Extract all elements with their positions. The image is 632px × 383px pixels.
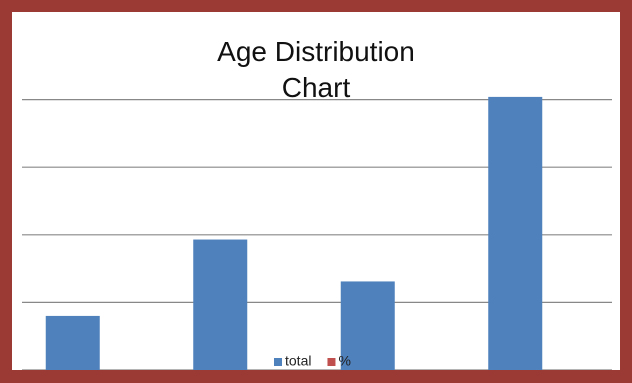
legend-label: total	[285, 353, 311, 369]
chart-frame: total% Age Distribution Chart	[12, 12, 620, 370]
bar	[193, 239, 248, 370]
bar	[340, 281, 395, 370]
legend-swatch	[274, 358, 282, 366]
chart: total%	[22, 96, 612, 370]
bar	[488, 96, 543, 370]
legend-swatch	[327, 358, 336, 366]
legend-label: %	[338, 353, 350, 369]
chart-title: Age Distribution Chart	[217, 36, 415, 103]
bar	[45, 315, 100, 370]
